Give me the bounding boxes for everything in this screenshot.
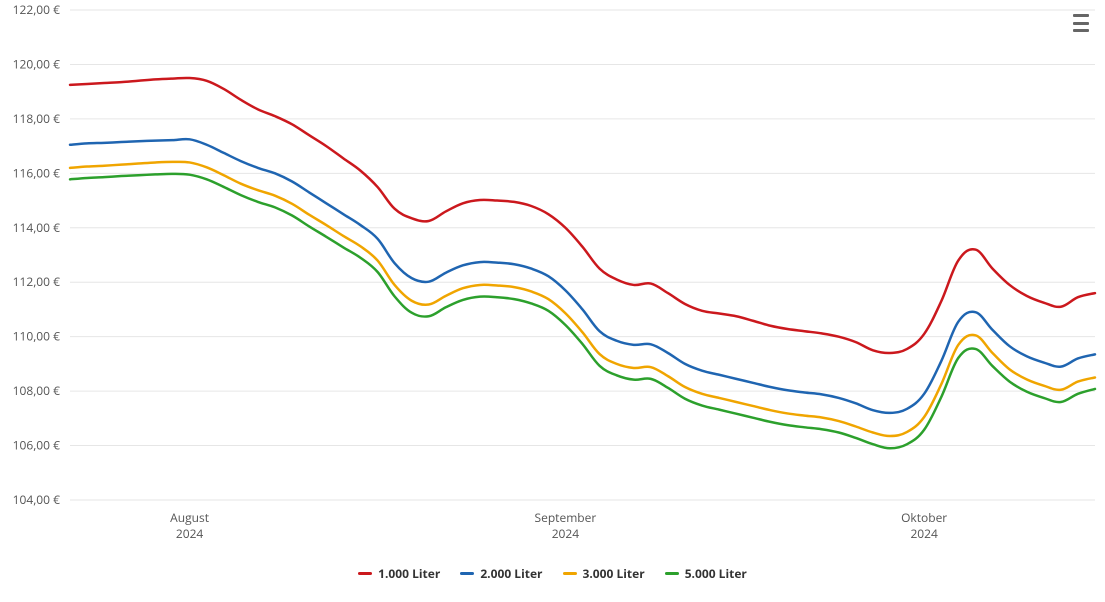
chart-svg: 104,00 € 106,00 € 108,00 € 110,00 € 112,00 €…: [0, 0, 1105, 602]
x-axis-label: Oktober: [901, 509, 947, 526]
y-axis-label: 104,00 €: [13, 491, 61, 508]
y-axis-label: 114,00 €: [13, 219, 61, 236]
legend-swatch: [358, 572, 372, 575]
y-axis-label: 116,00 €: [13, 164, 61, 181]
y-axis-label: 122,00 €: [13, 1, 61, 18]
legend-item[interactable]: 3.000 Liter: [563, 565, 645, 582]
legend-label: 5.000 Liter: [685, 565, 747, 582]
price-chart: 104,00 € 106,00 € 108,00 € 110,00 € 112,00 €…: [0, 0, 1105, 602]
legend-label: 2.000 Liter: [480, 565, 542, 582]
legend-swatch: [563, 572, 577, 575]
y-axis-label: 106,00 €: [13, 437, 61, 454]
legend-item[interactable]: 5.000 Liter: [665, 565, 747, 582]
legend-label: 1.000 Liter: [378, 565, 440, 582]
hamburger-menu-icon[interactable]: [1069, 12, 1093, 34]
x-axis-sublabel: 2024: [910, 525, 938, 542]
x-axis-sublabel: 2024: [552, 525, 580, 542]
x-axis-label: September: [535, 509, 597, 526]
x-axis-sublabel: 2024: [176, 525, 204, 542]
x-axis-label: August: [170, 509, 209, 526]
legend-item[interactable]: 2.000 Liter: [460, 565, 542, 582]
y-axis-label: 110,00 €: [13, 328, 61, 345]
y-axis-label: 108,00 €: [13, 382, 61, 399]
legend-item[interactable]: 1.000 Liter: [358, 565, 440, 582]
legend-swatch: [460, 572, 474, 575]
y-axis-label: 120,00 €: [13, 55, 61, 72]
y-axis-label: 118,00 €: [13, 110, 61, 127]
series-line: [70, 139, 1095, 413]
legend-swatch: [665, 572, 679, 575]
y-axis-label: 112,00 €: [13, 273, 61, 290]
chart-legend: 1.000 Liter 2.000 Liter 3.000 Liter 5.000 L…: [0, 562, 1105, 582]
legend-label: 3.000 Liter: [583, 565, 645, 582]
